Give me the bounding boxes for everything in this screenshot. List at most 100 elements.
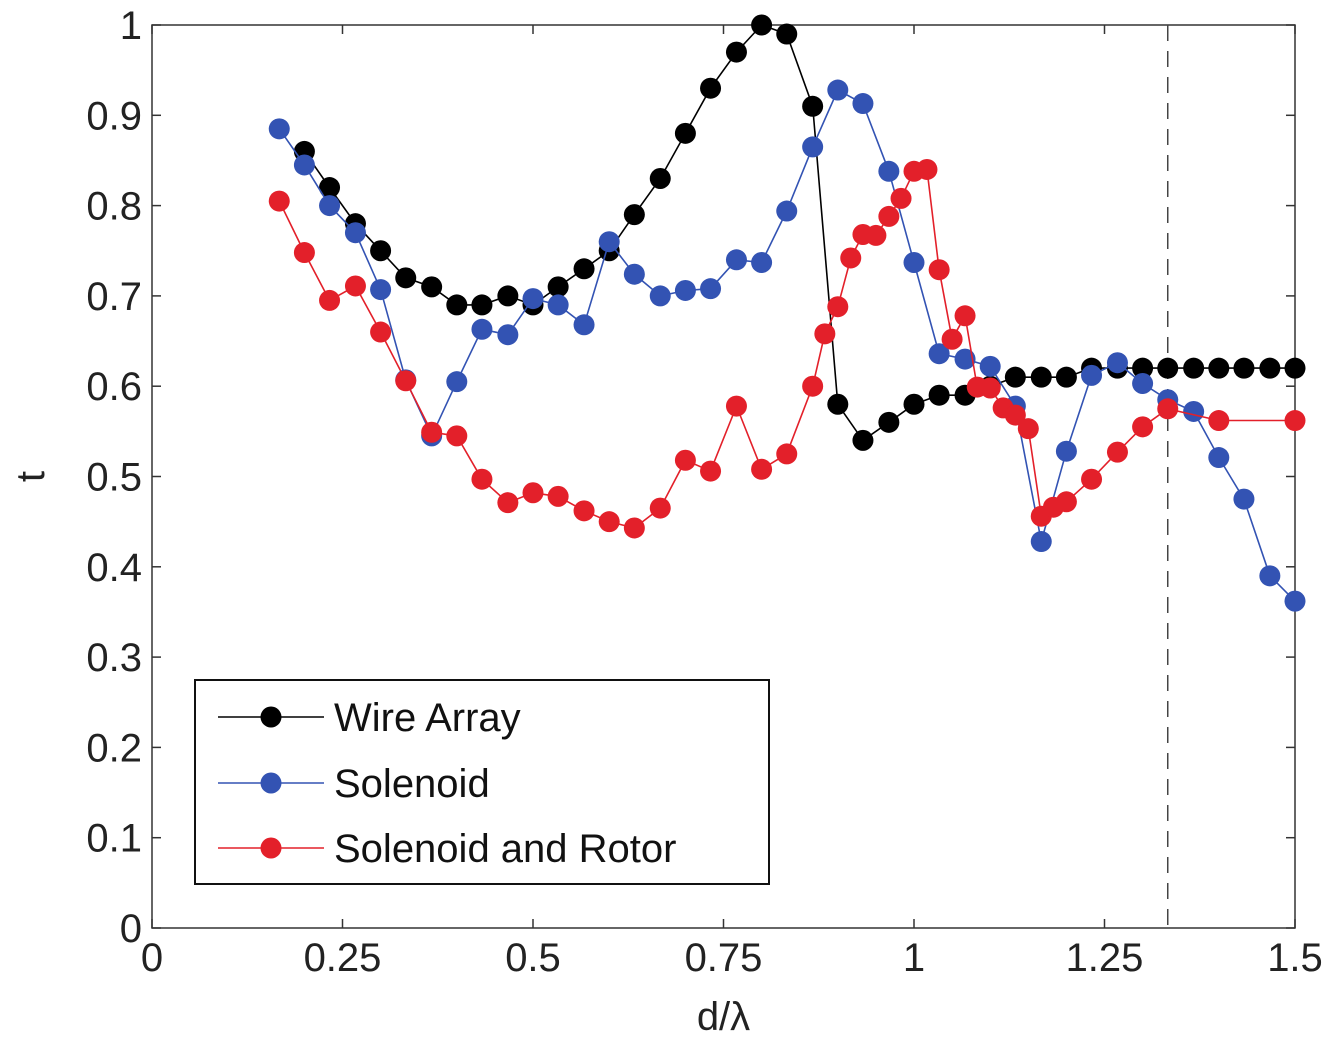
data-point bbox=[319, 177, 341, 199]
data-point bbox=[319, 195, 341, 217]
legend-label: Solenoid bbox=[334, 762, 490, 806]
data-point bbox=[1284, 357, 1306, 379]
data-point bbox=[751, 458, 773, 480]
data-point bbox=[573, 500, 595, 522]
data-point bbox=[954, 305, 976, 327]
y-tick-label: 0 bbox=[120, 907, 142, 951]
data-point bbox=[802, 375, 824, 397]
data-point bbox=[1157, 398, 1179, 420]
x-tick-label: 1 bbox=[903, 936, 925, 980]
data-point bbox=[471, 468, 493, 490]
data-point bbox=[268, 118, 290, 140]
data-point bbox=[623, 263, 645, 285]
data-point bbox=[776, 23, 798, 45]
y-tick-label: 0.8 bbox=[86, 185, 142, 229]
series-1 bbox=[268, 79, 1306, 612]
data-point bbox=[1004, 404, 1026, 426]
data-point bbox=[293, 242, 315, 264]
data-point bbox=[751, 14, 773, 36]
data-point bbox=[979, 377, 1001, 399]
data-point bbox=[598, 511, 620, 533]
data-point bbox=[547, 276, 569, 298]
data-point bbox=[1284, 410, 1306, 432]
data-point bbox=[1183, 357, 1205, 379]
data-point bbox=[1208, 447, 1230, 469]
y-tick-label: 0.3 bbox=[86, 636, 142, 680]
data-point bbox=[395, 267, 417, 289]
x-tick-label: 1.25 bbox=[1066, 936, 1144, 980]
data-point bbox=[344, 275, 366, 297]
data-point bbox=[319, 289, 341, 311]
data-point bbox=[1284, 590, 1306, 612]
data-point bbox=[370, 279, 392, 301]
data-point bbox=[1055, 491, 1077, 513]
data-point bbox=[344, 222, 366, 244]
data-point bbox=[1132, 416, 1154, 438]
data-point bbox=[1055, 440, 1077, 462]
y-axis-ticks: 0 0.1 0.2 0.3 0.4 0.5 0.6 0.7 0.8 0.9 1 bbox=[86, 4, 1295, 951]
data-point bbox=[1132, 357, 1154, 379]
data-point bbox=[827, 79, 849, 101]
data-point bbox=[814, 323, 836, 345]
data-point bbox=[1081, 364, 1103, 386]
data-point bbox=[725, 249, 747, 271]
data-point bbox=[497, 492, 519, 514]
data-point bbox=[916, 158, 938, 180]
legend: Wire Array Solenoid Solenoid and Rotor bbox=[194, 679, 770, 885]
data-point bbox=[598, 231, 620, 253]
x-tick-label: 1.5 bbox=[1267, 936, 1323, 980]
data-point bbox=[878, 411, 900, 433]
data-point bbox=[547, 294, 569, 316]
data-point bbox=[1208, 410, 1230, 432]
data-point bbox=[1106, 441, 1128, 463]
data-point bbox=[446, 294, 468, 316]
data-point bbox=[446, 371, 468, 393]
legend-label: Solenoid and Rotor bbox=[334, 827, 676, 871]
data-point bbox=[421, 276, 443, 298]
legend-box bbox=[194, 679, 770, 885]
series-line bbox=[278, 168, 1295, 529]
y-tick-label: 0.1 bbox=[86, 817, 142, 861]
data-point bbox=[725, 41, 747, 63]
data-point bbox=[1055, 366, 1077, 388]
plot-area: 0 0.25 0.5 0.75 1 1.25 1.5 0 0.1 0.2 0.3 0.4 0.5 0.6… bbox=[86, 4, 1322, 980]
data-point bbox=[623, 204, 645, 226]
x-axis-ticks: 0 0.25 0.5 0.75 1 1.25 1.5 bbox=[141, 25, 1323, 980]
data-point bbox=[776, 200, 798, 222]
x-tick-label: 0.75 bbox=[685, 936, 763, 980]
data-point bbox=[573, 258, 595, 280]
data-point bbox=[700, 278, 722, 300]
data-point bbox=[725, 395, 747, 417]
data-point bbox=[751, 251, 773, 273]
data-point bbox=[573, 314, 595, 336]
data-point bbox=[649, 285, 671, 307]
series-line bbox=[278, 88, 1296, 602]
data-point bbox=[268, 190, 290, 212]
legend-marker bbox=[260, 772, 282, 794]
y-tick-label: 0.5 bbox=[86, 456, 142, 500]
data-point bbox=[1030, 531, 1052, 553]
data-point bbox=[928, 259, 950, 281]
data-point bbox=[1081, 468, 1103, 490]
y-tick-label: 0.9 bbox=[86, 94, 142, 138]
x-tick-label: 0 bbox=[141, 936, 163, 980]
data-point bbox=[497, 285, 519, 307]
data-point bbox=[827, 393, 849, 415]
series-layer bbox=[268, 14, 1306, 612]
data-point bbox=[522, 288, 544, 310]
data-point bbox=[1157, 357, 1179, 379]
data-point bbox=[941, 328, 963, 350]
legend-label: Wire Array bbox=[334, 696, 521, 740]
data-point bbox=[1208, 357, 1230, 379]
data-point bbox=[623, 517, 645, 539]
data-point bbox=[471, 294, 493, 316]
data-point bbox=[852, 93, 874, 115]
data-point bbox=[928, 343, 950, 365]
y-tick-label: 1 bbox=[120, 4, 142, 48]
data-point bbox=[852, 429, 874, 451]
data-point bbox=[1030, 366, 1052, 388]
data-point bbox=[890, 187, 912, 209]
data-point bbox=[649, 168, 671, 190]
data-point bbox=[865, 224, 887, 246]
